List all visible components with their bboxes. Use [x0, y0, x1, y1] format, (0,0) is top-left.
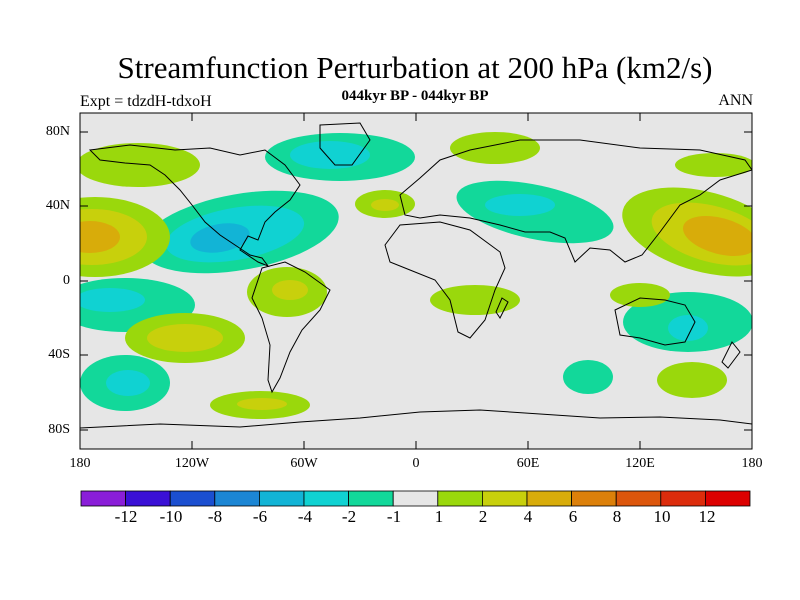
contour-neg2-eurasia: [485, 194, 555, 216]
experiment-label: Expt = tdzdH-tdxoH: [80, 93, 212, 110]
lon-label-180w: 180: [69, 456, 91, 471]
lat-label-40s: 40S: [48, 347, 70, 362]
contour-pos2-n-africa: [371, 199, 399, 211]
contour-pos4-npac-east: [683, 216, 752, 256]
contour-neg2-arctic-canada: [290, 141, 370, 169]
lon-label-0: 0: [412, 456, 420, 471]
lat-label-80n: 80N: [45, 124, 70, 139]
coast-antarctica: [80, 409, 752, 429]
axis-ticks: [80, 113, 752, 449]
contour-pos-so-pacific: [657, 362, 727, 398]
colorbar-label: 10: [653, 507, 671, 526]
coast-africa: [384, 221, 506, 339]
colorbar-swatch: [169, 490, 216, 507]
colorbar-swatch: [348, 490, 394, 507]
contour-pos2-spac: [147, 324, 223, 352]
contour-pos-arctic-west: [80, 143, 200, 187]
colorbar-label: -4: [297, 507, 313, 526]
colorbar-swatch: [660, 490, 706, 507]
lat-label-0: 0: [63, 273, 70, 288]
contour-pos-s-africa: [430, 285, 520, 315]
colorbar-label: 8: [612, 507, 622, 526]
colorbar-label: 6: [568, 507, 578, 526]
coast-australia: [614, 297, 696, 346]
colorbar-swatch: [258, 490, 305, 507]
lon-label-60w: 60W: [290, 456, 318, 471]
coast-south-america: [251, 261, 331, 394]
colorbar-swatch: [526, 490, 572, 507]
colorbar-label: -12: [114, 507, 138, 526]
colorbar-label: 2: [478, 507, 488, 526]
contour-pos2-so-samerica: [237, 398, 287, 410]
coast-north-america: [88, 144, 301, 268]
contour-neg2-australia: [668, 315, 708, 341]
coast-madagascar: [495, 297, 509, 319]
colorbar-label: -2: [341, 507, 357, 526]
colorbar-swatch: [125, 490, 171, 507]
coastlines: [80, 122, 752, 429]
lon-label-60e: 60E: [516, 456, 540, 471]
contour-neg-so-indian: [563, 360, 613, 394]
colorbar-swatch: [437, 490, 483, 507]
colorbar-label: -1: [386, 507, 402, 526]
contour-pos2-s-america: [272, 280, 308, 300]
contour-field: [80, 132, 752, 419]
colorbar-label: 1: [434, 507, 444, 526]
lat-label-40n: 40N: [45, 198, 70, 213]
colorbar-label: -8: [207, 507, 223, 526]
colorbar-label: -10: [159, 507, 183, 526]
contour-pos-indonesia: [610, 283, 670, 307]
colorbar-label: 12: [698, 507, 716, 526]
colorbar-swatch: [392, 490, 439, 507]
lon-label-120w: 120W: [174, 456, 210, 471]
colorbar-swatch: [214, 490, 260, 507]
colorbar-swatch: [303, 490, 349, 507]
contour-pos-alaska: [675, 153, 752, 177]
colorbar-swatch: [615, 490, 662, 507]
colorbar-swatch: [481, 490, 528, 507]
season-label: ANN: [718, 92, 753, 109]
contour-pos-arctic-east: [450, 132, 540, 164]
colorbar: [80, 490, 751, 507]
map-title: Streamfunction Perturbation at 200 hPa (…: [117, 50, 713, 85]
contour-neg2-epac-tropic: [80, 288, 145, 312]
contour-pos4-npac-west: [80, 221, 120, 253]
colorbar-label: 4: [523, 507, 533, 526]
coast-eurasia: [399, 139, 752, 263]
lon-label-120e: 120E: [625, 456, 655, 471]
lon-label-180e: 180: [741, 456, 763, 471]
colorbar-label: -6: [252, 507, 268, 526]
lat-label-80s: 80S: [48, 422, 70, 437]
contour-neg2-so-west: [106, 370, 150, 396]
colorbar-swatch: [80, 490, 126, 507]
colorbar-swatch: [705, 490, 751, 507]
coast-greenland: [319, 122, 371, 166]
map-subtitle: 044kyr BP - 044kyr BP: [341, 88, 489, 104]
coast-new-zealand: [721, 341, 741, 369]
colorbar-swatch: [571, 490, 617, 507]
